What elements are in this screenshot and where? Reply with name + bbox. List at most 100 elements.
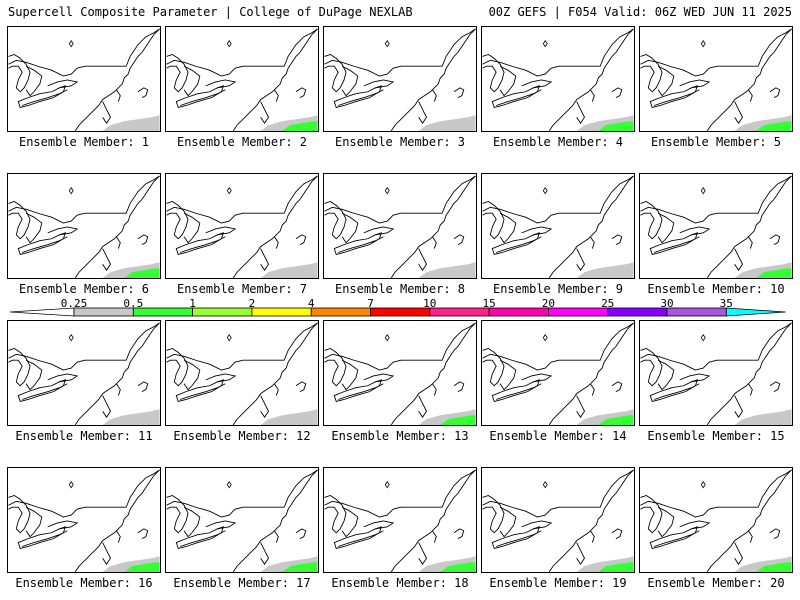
map-outline: [576, 248, 586, 271]
ensemble-member-label: Ensemble Member: 6: [18, 282, 150, 296]
map-outline: [706, 469, 792, 572]
map-outline: [274, 236, 279, 249]
map-outline: [22, 383, 68, 400]
colorbar: [9, 307, 786, 317]
map-outline: [333, 232, 383, 255]
map-outline: [482, 175, 634, 224]
map-outline: [418, 101, 428, 124]
map-outline: [748, 236, 753, 249]
ensemble-map-panel: [639, 320, 793, 426]
scp-shading-green: [598, 562, 634, 572]
ensemble-map-panel: [165, 26, 319, 132]
diamond-marker-icon: [68, 40, 74, 48]
map-outline: [74, 175, 160, 278]
map-outline: [137, 381, 149, 393]
ensemble-map-panel: [481, 173, 635, 279]
colorbar-segment: [370, 307, 431, 317]
scp-shading-green: [598, 121, 634, 131]
map-outline: [649, 379, 699, 402]
map-outline: [390, 28, 476, 131]
map-outline: [338, 383, 384, 400]
map-outline: [175, 526, 225, 549]
map-outline: [166, 494, 189, 534]
diamond-marker-icon: [542, 334, 548, 342]
colorbar-segment: [488, 307, 549, 317]
map-outline: [432, 236, 437, 249]
scp-shading-green: [598, 415, 634, 425]
map-outline: [679, 79, 711, 89]
map-outline: [333, 85, 383, 108]
map-outline: [491, 85, 541, 108]
map-outline: [205, 520, 237, 530]
map-outline: [499, 212, 517, 244]
map-svg: [8, 322, 160, 425]
map-outline: [640, 53, 663, 93]
map-outline: [482, 494, 505, 534]
map-outline: [295, 234, 307, 246]
scp-shading-green: [756, 121, 792, 131]
map-outline: [548, 469, 634, 572]
map-outline: [611, 87, 623, 99]
map-outline: [734, 248, 744, 271]
map-outline: [363, 520, 395, 530]
diamond-marker-icon: [700, 481, 706, 489]
scp-shading-green: [282, 562, 318, 572]
map-outline: [232, 28, 318, 131]
ensemble-map-panel: [323, 467, 477, 573]
ensemble-member-label: Ensemble Member: 8: [334, 282, 466, 296]
map-outline: [640, 469, 792, 518]
colorbar-tick-label: 1: [189, 297, 196, 310]
map-outline: [324, 494, 347, 534]
scp-shading-gray: [260, 409, 318, 425]
map-outline: [102, 542, 112, 565]
ensemble-map-panel: [639, 173, 793, 279]
map-outline: [453, 381, 465, 393]
ensemble-map-panel: [165, 173, 319, 279]
map-outline: [341, 359, 359, 391]
map-outline: [390, 175, 476, 278]
ensemble-map-panel: [481, 467, 635, 573]
map-outline: [432, 89, 437, 102]
map-outline: [418, 395, 428, 418]
map-outline: [102, 101, 112, 124]
map-outline: [333, 526, 383, 549]
colorbar-tick-label: 7: [367, 297, 374, 310]
map-svg: [324, 175, 476, 278]
colorbar-tick-label: 25: [601, 297, 615, 310]
map-outline: [116, 236, 121, 249]
map-outline: [706, 175, 792, 278]
map-outline: [590, 383, 595, 396]
colorbar-tick-label: 10: [423, 297, 437, 310]
map-svg: [482, 28, 634, 131]
map-outline: [496, 383, 542, 400]
ensemble-map-panel: [165, 467, 319, 573]
map-outline: [657, 359, 675, 391]
ensemble-member-label: Ensemble Member: 13: [331, 429, 469, 443]
map-outline: [74, 469, 160, 572]
map-outline: [8, 53, 31, 93]
map-outline: [491, 379, 541, 402]
map-outline: [17, 379, 67, 402]
ensemble-member-label: Ensemble Member: 10: [647, 282, 785, 296]
map-outline: [47, 226, 79, 236]
map-outline: [657, 212, 675, 244]
map-outline: [679, 226, 711, 236]
map-outline: [390, 322, 476, 425]
map-outline: [576, 542, 586, 565]
map-outline: [521, 520, 553, 530]
map-outline: [8, 494, 31, 534]
map-outline: [180, 530, 226, 547]
map-svg: [482, 469, 634, 572]
map-outline: [654, 530, 700, 547]
map-svg: [8, 469, 160, 572]
scp-shading-gray: [418, 115, 476, 131]
map-outline: [205, 226, 237, 236]
ensemble-member-label: Ensemble Member: 19: [489, 576, 627, 590]
map-outline: [499, 359, 517, 391]
map-outline: [640, 322, 792, 371]
map-outline: [496, 530, 542, 547]
map-outline: [734, 395, 744, 418]
scp-shading-gray: [102, 409, 160, 425]
map-outline: [482, 53, 505, 93]
ensemble-member-label: Ensemble Member: 1: [18, 135, 150, 149]
